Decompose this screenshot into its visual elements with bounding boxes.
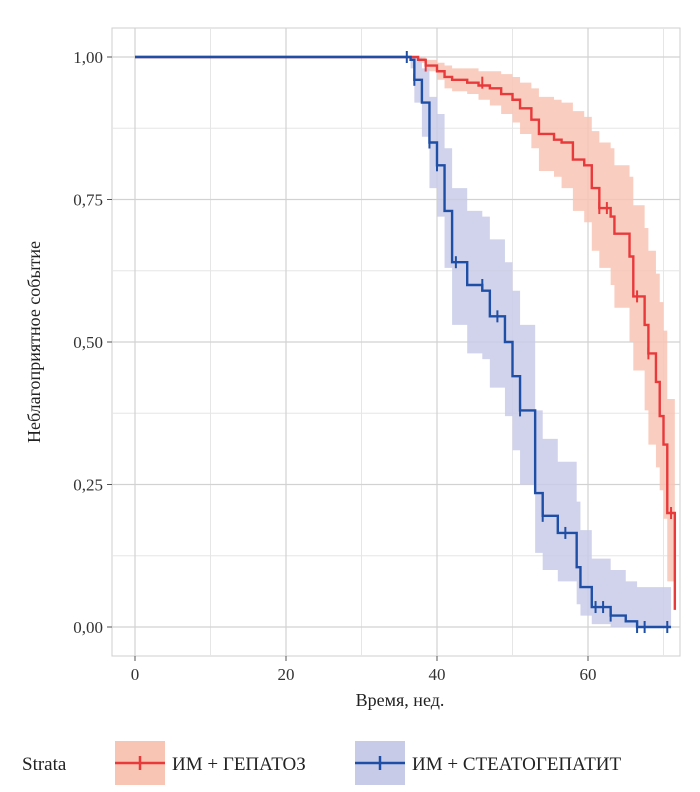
y-tick-label: 0,25 bbox=[73, 476, 103, 495]
y-tick-label: 1,00 bbox=[73, 48, 103, 67]
x-tick-label: 20 bbox=[278, 665, 295, 684]
x-axis-ticks: 0 20 40 60 bbox=[131, 656, 597, 684]
x-tick-label: 40 bbox=[429, 665, 446, 684]
y-tick-label: 0,00 bbox=[73, 618, 103, 637]
x-tick-label: 60 bbox=[580, 665, 597, 684]
legend-title: Strata bbox=[22, 754, 67, 775]
y-axis-ticks: 0,00 0,25 0,50 0,75 1,00 bbox=[73, 48, 112, 637]
legend-key-steatohepatitis bbox=[355, 741, 405, 785]
legend-label-steatohepatitis: ИМ + СТЕАТОГЕПАТИТ bbox=[412, 754, 622, 775]
confidence-bands bbox=[135, 57, 675, 627]
legend: Strata ИМ + ГЕПАТОЗ ИМ + СТЕАТОГЕПАТИТ bbox=[22, 741, 622, 785]
y-tick-label: 0,50 bbox=[73, 333, 103, 352]
y-axis-title: Неблагоприятное событие bbox=[24, 241, 44, 443]
x-axis-title: Время, нед. bbox=[356, 690, 445, 710]
survival-curve-steatohepatitis bbox=[135, 55, 672, 629]
legend-label-hepatoz: ИМ + ГЕПАТОЗ bbox=[172, 754, 306, 775]
legend-key-hepatoz bbox=[115, 741, 165, 785]
y-tick-label: 0,75 bbox=[73, 191, 103, 210]
censor-marks bbox=[405, 51, 673, 633]
x-tick-label: 0 bbox=[131, 665, 140, 684]
ci-band-steatohepatitis bbox=[135, 57, 672, 627]
